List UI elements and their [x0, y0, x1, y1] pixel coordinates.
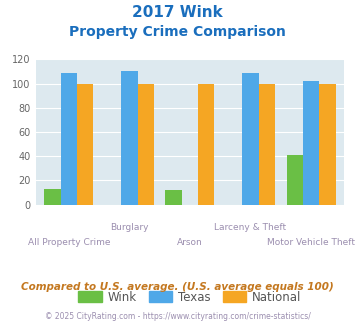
Bar: [61, 73, 77, 205]
Text: Property Crime Comparison: Property Crime Comparison: [69, 25, 286, 39]
Text: Larceny & Theft: Larceny & Theft: [214, 223, 286, 232]
Text: Arson: Arson: [177, 238, 203, 247]
Bar: [165, 190, 182, 205]
Text: Motor Vehicle Theft: Motor Vehicle Theft: [267, 238, 355, 247]
Text: 2017 Wink: 2017 Wink: [132, 5, 223, 20]
Bar: [121, 72, 137, 205]
Text: All Property Crime: All Property Crime: [28, 238, 110, 247]
Bar: [77, 83, 93, 205]
Bar: [137, 83, 154, 205]
Bar: [303, 81, 319, 205]
Text: © 2025 CityRating.com - https://www.cityrating.com/crime-statistics/: © 2025 CityRating.com - https://www.city…: [45, 312, 310, 321]
Bar: [259, 83, 275, 205]
Text: Burglary: Burglary: [110, 223, 149, 232]
Bar: [198, 83, 214, 205]
Legend: Wink, Texas, National: Wink, Texas, National: [73, 286, 306, 309]
Text: Compared to U.S. average. (U.S. average equals 100): Compared to U.S. average. (U.S. average …: [21, 282, 334, 292]
Bar: [319, 83, 335, 205]
Bar: [242, 73, 259, 205]
Bar: [44, 189, 61, 205]
Bar: [286, 155, 303, 205]
